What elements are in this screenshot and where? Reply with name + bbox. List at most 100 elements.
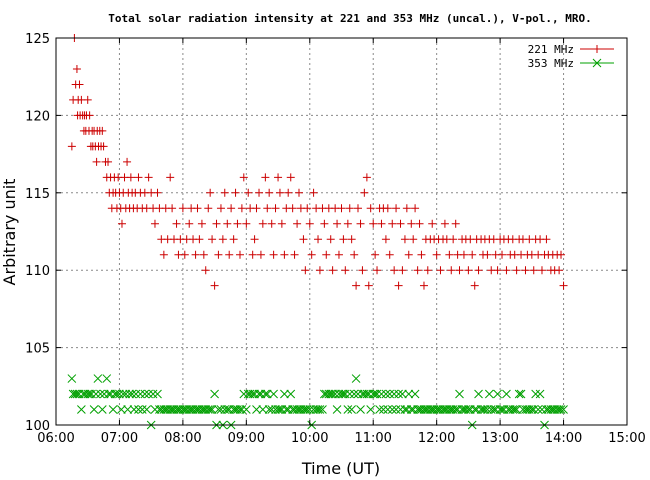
data-point xyxy=(93,374,103,383)
data-point xyxy=(353,389,363,399)
data-point xyxy=(83,389,93,399)
data-point xyxy=(542,405,551,414)
data-point xyxy=(300,405,310,414)
data-point xyxy=(220,188,229,197)
data-point xyxy=(178,405,188,414)
data-point xyxy=(428,219,437,228)
data-point xyxy=(359,389,369,399)
data-point xyxy=(302,405,312,414)
data-point xyxy=(77,405,86,414)
data-point xyxy=(159,250,168,259)
data-point xyxy=(343,219,352,228)
data-point xyxy=(531,389,540,399)
data-point xyxy=(248,250,257,259)
data-point xyxy=(197,219,206,228)
data-point xyxy=(362,173,371,182)
data-point xyxy=(118,389,128,399)
data-point xyxy=(388,219,397,228)
data-point xyxy=(252,204,261,213)
data-point xyxy=(288,204,297,213)
x-tick-label: 15:00 xyxy=(608,431,645,446)
data-point xyxy=(328,266,337,275)
data-point xyxy=(498,250,507,259)
data-point xyxy=(108,405,118,414)
data-point xyxy=(529,266,538,275)
data-point xyxy=(548,405,558,414)
data-point xyxy=(134,173,143,182)
data-point xyxy=(504,405,513,414)
data-point xyxy=(326,235,335,244)
data-point xyxy=(356,219,365,228)
data-point xyxy=(252,405,261,414)
data-point xyxy=(123,157,132,166)
data-point xyxy=(472,405,481,414)
data-point xyxy=(524,405,534,414)
data-point xyxy=(193,204,202,213)
data-point xyxy=(258,405,268,414)
data-point xyxy=(175,405,185,414)
data-point xyxy=(261,173,270,182)
data-point xyxy=(235,405,245,414)
data-point xyxy=(440,405,450,414)
data-point xyxy=(483,250,492,259)
data-point xyxy=(237,405,247,414)
data-point xyxy=(552,405,562,414)
data-point xyxy=(273,405,283,414)
data-point xyxy=(480,405,490,414)
data-point xyxy=(307,250,316,259)
data-point xyxy=(521,266,530,275)
data-point xyxy=(468,250,477,259)
data-point xyxy=(186,405,196,414)
data-point xyxy=(419,281,428,290)
data-point xyxy=(493,266,502,275)
data-point xyxy=(261,389,270,399)
data-point xyxy=(210,281,219,290)
data-point xyxy=(208,235,217,244)
data-point xyxy=(269,250,278,259)
y-axis-label: Arbitrary unit xyxy=(0,179,19,286)
data-point xyxy=(250,389,259,399)
data-point xyxy=(455,389,464,399)
series-1-points xyxy=(67,34,568,290)
data-point xyxy=(436,266,445,275)
legend-label: 221 MHz xyxy=(528,43,574,56)
data-point xyxy=(464,405,473,414)
data-point xyxy=(67,374,77,383)
x-tick-label: 11:00 xyxy=(354,431,391,446)
data-point xyxy=(502,389,511,399)
data-point xyxy=(436,405,445,414)
data-point xyxy=(486,405,496,414)
data-point xyxy=(290,250,299,259)
x-axis-label: Time (UT) xyxy=(301,459,380,478)
data-point xyxy=(214,250,223,259)
data-point xyxy=(294,188,303,197)
data-point xyxy=(204,204,213,213)
data-point xyxy=(180,250,189,259)
data-point xyxy=(516,389,526,399)
data-point xyxy=(484,389,494,399)
data-point xyxy=(406,405,416,414)
data-point xyxy=(212,219,221,228)
data-point xyxy=(537,266,546,275)
data-point xyxy=(91,389,101,399)
data-point xyxy=(446,405,456,414)
data-point xyxy=(112,389,122,399)
data-point xyxy=(408,405,418,414)
data-point xyxy=(74,389,84,399)
data-point xyxy=(387,405,397,414)
y-tick-label: 115 xyxy=(25,187,50,202)
data-point xyxy=(92,157,101,166)
data-point xyxy=(445,250,454,259)
data-point xyxy=(381,389,391,399)
data-point xyxy=(489,405,499,414)
x-tick-label: 08:00 xyxy=(164,431,201,446)
data-point xyxy=(99,142,108,151)
data-point xyxy=(375,405,384,414)
data-point xyxy=(166,173,175,182)
data-point xyxy=(255,188,264,197)
data-point xyxy=(161,405,171,414)
data-point xyxy=(385,250,394,259)
y-tick-label: 120 xyxy=(25,109,50,124)
data-point xyxy=(362,389,372,399)
